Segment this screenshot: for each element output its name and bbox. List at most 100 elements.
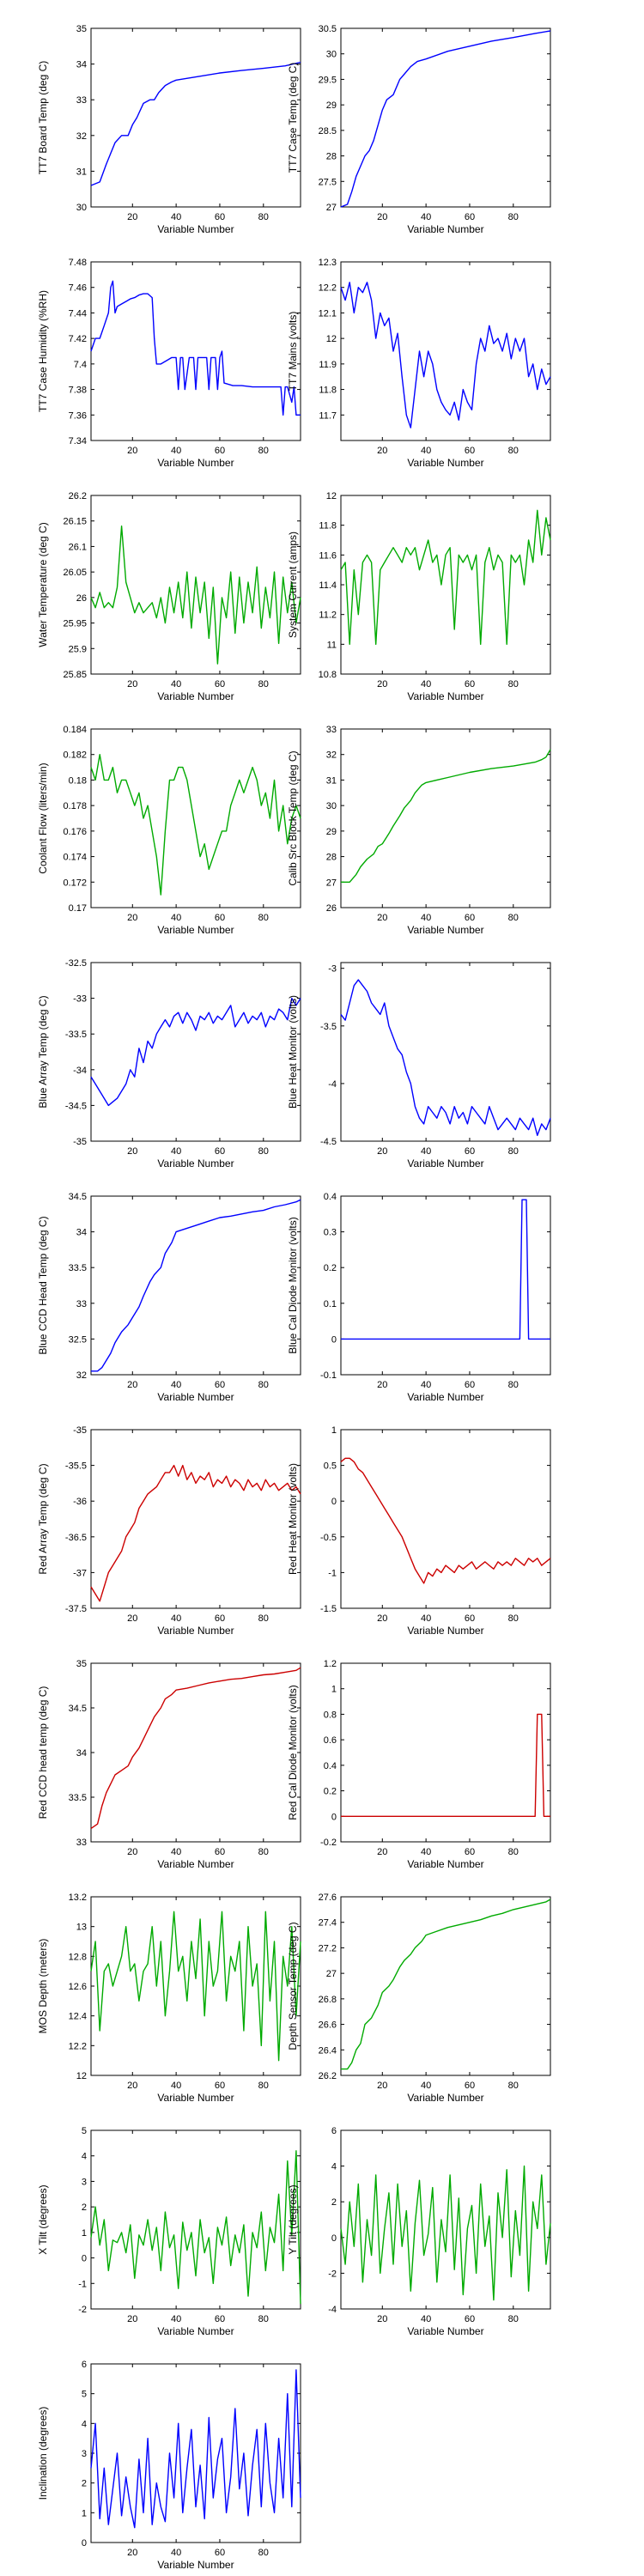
x-tick-label: 80 [258,446,269,456]
y-tick-label: 12.2 [69,2041,87,2051]
x-tick-label: 20 [127,2081,137,2091]
chart-panel-11: 32 32.5 33 33.5 34 34.5 20 40 60 80 Variable Numbe… [37,1192,301,1403]
chart-panel-12: -0.1 0 0.1 0.2 0.3 0.4 20 40 60 80 Variable Number… [287,1192,551,1403]
axes-frame [90,1195,301,1376]
axes-frame [340,728,551,908]
x-tick-label: 20 [127,446,137,456]
y-tick-label: 34 [76,60,87,70]
series-line [341,749,551,884]
series-line [90,1667,301,1829]
chart-panel-1: 30 31 32 33 34 35 20 40 60 80 Variable Number TT7 B… [37,24,301,235]
y-tick-label: 0.4 [324,1192,337,1202]
y-tick-label: 5 [82,2126,87,2136]
chart-panel-5: 25.85 25.9 25.95 26 26.05 26.1 26.15 26.2 20 40 60… [37,491,301,702]
y-tick-label: 0.174 [63,853,87,863]
chart-panel-8: 26 27 28 29 30 31 32 33 20 40 60 80 Variable Number C… [287,725,551,936]
x-tick-label: 80 [508,913,519,923]
y-tick-label: 0 [82,2254,87,2264]
chart-panel-21: 0 1 2 3 4 5 6 20 40 60 80 Variable Number Inclinatio… [37,2360,301,2571]
series-line [90,280,301,416]
x-tick-label: 20 [127,913,137,923]
y-axis-label: Red Cal Diode Monitor (volts) [287,1685,299,1820]
x-tick-label: 80 [508,1380,519,1390]
chart-panel-6: 10.8 11 11.2 11.4 11.6 11.8 12 20 40 60 80 Variable… [287,491,551,702]
x-axis-label: Variable Number [407,1858,483,1870]
x-tick-label: 40 [421,1613,431,1624]
x-tick-label: 40 [171,2314,181,2324]
y-tick-label: 1 [82,2508,87,2518]
y-tick-label: 11.9 [319,360,337,370]
x-tick-label: 60 [215,2548,225,2558]
y-tick-label: 28.5 [319,126,337,137]
y-tick-label: 12.1 [319,308,337,319]
y-tick-label: 33 [76,1299,87,1309]
y-tick-label: -33 [73,994,87,1005]
y-tick-label: 27 [326,1969,337,1979]
y-tick-label: 0 [82,2538,87,2549]
y-tick-label: 28 [326,152,337,162]
axes-frame [340,1896,551,2076]
y-tick-label: 11.7 [319,410,337,421]
x-axis-label: Variable Number [157,1625,234,1637]
y-tick-label: 30 [326,50,337,60]
y-tick-label: 27.4 [319,1918,337,1929]
x-tick-label: 40 [171,913,181,923]
x-tick-label: 60 [215,2081,225,2091]
x-tick-label: 40 [421,1847,431,1857]
x-tick-label: 60 [465,446,475,456]
series-line [340,30,551,208]
series-line [90,61,301,186]
x-tick-label: 80 [258,212,269,222]
y-tick-label: -33.5 [65,1030,87,1040]
x-tick-label: 40 [171,446,181,456]
y-tick-label: 30.5 [319,24,337,34]
y-tick-label: 4 [82,2419,87,2429]
y-tick-label: 7.36 [69,410,87,421]
x-tick-label: 20 [127,2548,137,2558]
y-tick-label: 35 [76,1659,87,1669]
x-tick-label: 40 [171,1613,181,1624]
chart-panel-9: -35 -34.5 -34 -33.5 -33 -32.5 20 40 60 80 Variable… [37,958,301,1170]
axes-frame [340,1429,551,1609]
y-tick-label: 0.5 [324,1461,337,1472]
y-tick-label: 0.182 [63,750,87,761]
x-tick-label: 80 [508,2314,519,2324]
x-axis-label: Variable Number [407,2092,483,2104]
y-tick-label: -34.5 [65,1101,87,1111]
x-tick-label: 20 [377,913,387,923]
y-tick-label: 11.2 [319,611,337,621]
x-tick-label: 40 [171,1380,181,1390]
x-axis-label: Variable Number [407,1391,483,1403]
y-tick-label: 0.1 [324,1299,337,1309]
y-tick-label: 1.2 [324,1659,337,1669]
y-tick-label: -0.1 [320,1370,337,1381]
y-tick-label: 0.172 [63,878,87,888]
x-tick-label: 60 [215,1380,225,1390]
x-tick-label: 20 [127,1847,137,1857]
y-tick-label: 32 [76,1370,87,1381]
y-axis-label: Red Array Temp (deg C) [37,1463,49,1574]
y-tick-label: 0.4 [324,1761,337,1771]
y-axis-label: Y Tilt (degrees) [287,2184,299,2254]
y-tick-label: 0 [331,1334,337,1345]
series-line [90,997,301,1107]
y-tick-label: 2 [82,2202,87,2213]
x-tick-label: 20 [377,212,387,222]
x-tick-label: 60 [465,2081,475,2091]
y-tick-label: 26.8 [319,1995,337,2005]
x-axis-label: Variable Number [407,2325,483,2337]
x-tick-label: 60 [215,913,225,923]
y-tick-label: 12 [326,491,337,501]
y-tick-label: -34 [73,1066,87,1076]
x-axis-label: Variable Number [157,2325,234,2337]
x-tick-label: 20 [377,1613,387,1624]
y-tick-label: 0.17 [69,903,87,914]
chart-panel-15: 33 33.5 34 34.5 35 20 40 60 80 Variable Number Red… [37,1659,301,1870]
x-tick-label: 20 [127,1613,137,1624]
y-tick-label: 25.85 [63,670,87,680]
series-line [341,1713,550,1818]
y-tick-label: 26.6 [319,2020,337,2031]
y-tick-label: 6 [82,2360,87,2370]
y-tick-label: 29 [326,827,337,837]
